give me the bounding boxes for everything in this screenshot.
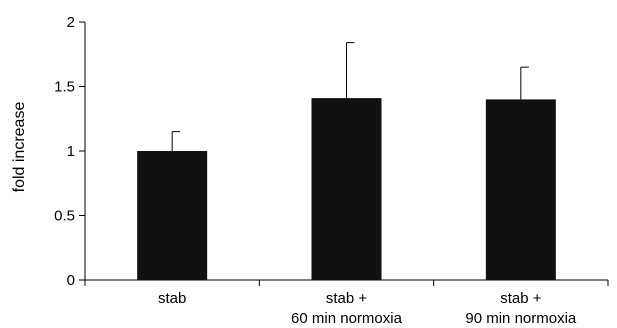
x-tick-label: stab +	[500, 290, 542, 307]
x-tick-label: 60 min normoxia	[291, 310, 403, 327]
y-tick-label: 1.5	[54, 79, 75, 96]
bar	[311, 98, 382, 280]
y-tick-label: 2	[67, 14, 75, 31]
y-axis: 0 0.5 1 1.5 2	[54, 14, 86, 289]
y-tick-label: 0.5	[54, 208, 75, 225]
x-tick-label: stab	[158, 290, 186, 307]
bars	[137, 98, 556, 281]
x-tick-label: 90 min normoxia	[465, 310, 577, 327]
y-tick-label: 0	[67, 272, 75, 289]
x-axis: stab stab + 60 min normoxia stab + 90 min no…	[84, 279, 609, 327]
bar	[137, 151, 208, 280]
bar	[485, 99, 556, 281]
y-axis-title: fold increase	[11, 102, 28, 193]
x-tick-label: stab +	[326, 290, 368, 307]
y-tick-label: 1	[67, 143, 75, 160]
error-bars	[171, 42, 529, 151]
